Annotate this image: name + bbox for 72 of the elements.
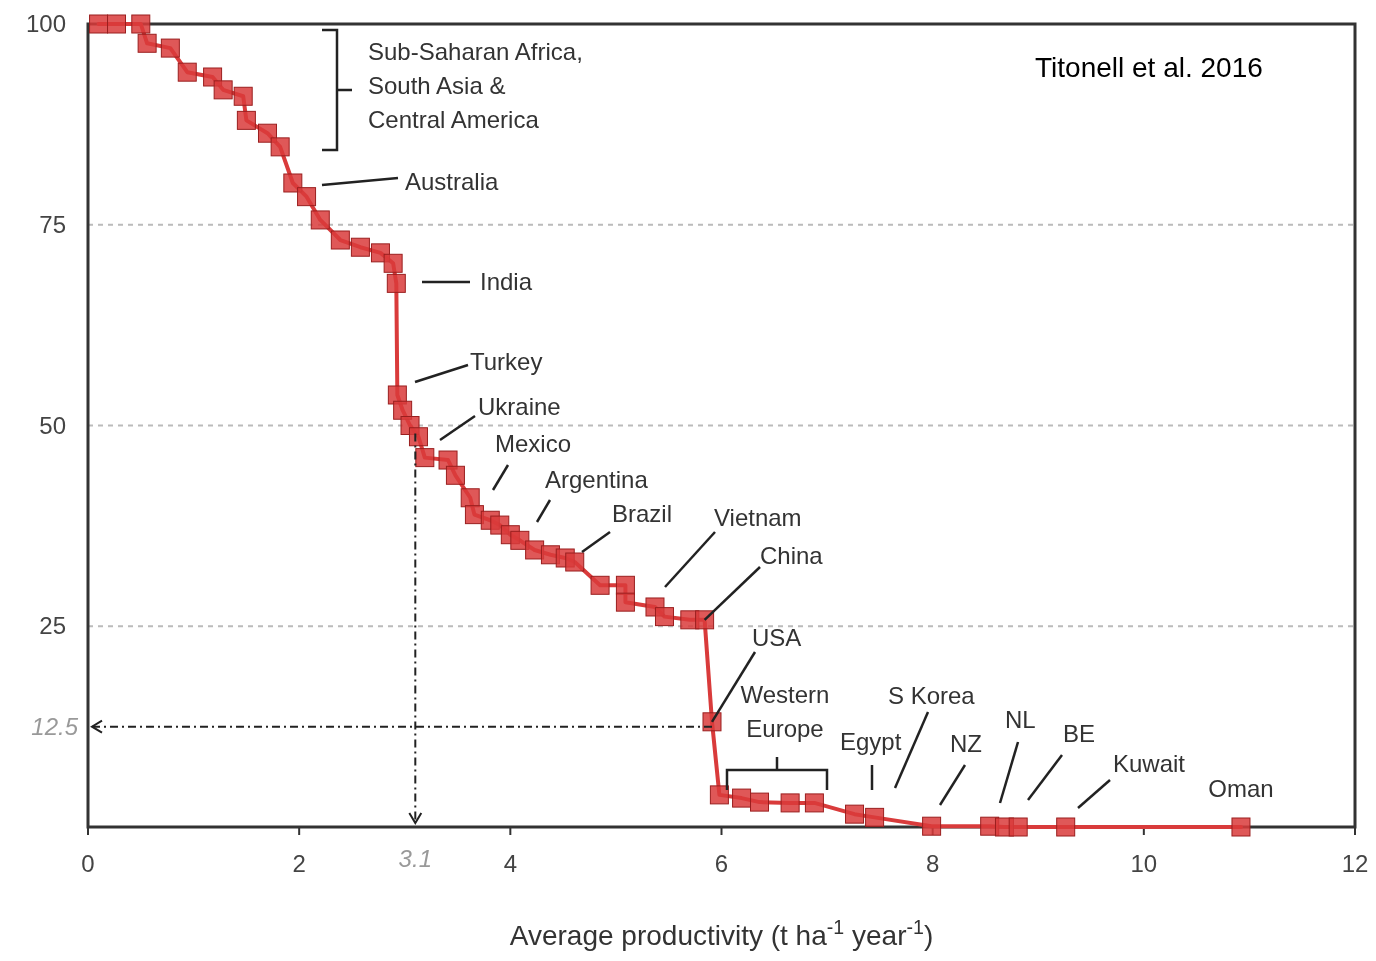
annotation: Brazil [612, 500, 673, 527]
point [1056, 817, 1076, 837]
point [750, 792, 770, 812]
point [445, 465, 465, 485]
annotation: 12.5 [31, 712, 79, 740]
annotation: Oman [1208, 775, 1274, 802]
point [236, 110, 256, 130]
point [709, 785, 729, 805]
annotation: Kuwait [1113, 750, 1186, 777]
annotation: India [480, 268, 533, 295]
annotation: Vietnam [714, 504, 802, 531]
annotation: Turkey [470, 348, 543, 375]
x-tick-label: 0 [81, 850, 95, 877]
x-tick-label: 4 [503, 850, 518, 877]
annotation: NL [1005, 706, 1036, 733]
annotation: Egypt [840, 728, 902, 755]
annotation: Western Europe [740, 681, 830, 742]
point [845, 804, 865, 824]
point [310, 210, 330, 230]
point [460, 488, 480, 508]
point [257, 123, 277, 143]
point [922, 816, 942, 836]
annotation: Ukraine [478, 393, 561, 420]
point [213, 80, 233, 100]
point [386, 273, 406, 293]
point [590, 575, 610, 595]
point [297, 187, 317, 207]
point [89, 14, 109, 34]
x-tick-label: 8 [925, 850, 940, 877]
annotation: S Korea [888, 682, 976, 709]
annotation: 3.1 [398, 845, 432, 872]
point [233, 86, 253, 106]
x-tick-label: 10 [1130, 850, 1158, 877]
point [654, 607, 674, 627]
annotation: Argentina [545, 466, 649, 493]
annotation: Australia [405, 168, 500, 195]
annotation: USA [752, 624, 802, 651]
x-tick-label: 2 [292, 850, 306, 877]
point [408, 427, 428, 447]
point [383, 253, 403, 273]
point [283, 173, 303, 193]
x-axis-title: Average productivity (t ha$^{-1}$ year$^{-1}$) [509, 916, 934, 951]
point [137, 33, 157, 53]
point [270, 137, 290, 157]
annotation: Titonell et al. 2016 [1035, 52, 1263, 83]
annotation: China [760, 542, 824, 569]
y-tick-label: 75 [39, 210, 66, 238]
y-tick-label: 100 [25, 10, 66, 37]
annotation: BE [1063, 720, 1096, 747]
point [107, 14, 127, 34]
annotation: NZ [950, 730, 982, 757]
point [131, 14, 151, 34]
point [415, 448, 435, 468]
y-tick-label: 25 [39, 612, 66, 640]
point [1231, 817, 1251, 837]
x-tick-label: 12 [1341, 850, 1369, 877]
point [177, 62, 197, 82]
point [615, 592, 635, 612]
point [804, 793, 824, 813]
point [330, 230, 350, 250]
annotation: Sub-Saharan Africa, South Asia & Central America [368, 38, 583, 133]
point [350, 237, 370, 257]
point [615, 575, 635, 595]
point [865, 807, 885, 827]
point [780, 793, 800, 813]
point [565, 552, 585, 572]
y-tick-label: 50 [39, 411, 66, 439]
point [160, 38, 180, 58]
point [732, 788, 752, 808]
point [1008, 817, 1028, 837]
annotation: Mexico [495, 430, 572, 457]
x-tick-label: 6 [714, 850, 729, 877]
